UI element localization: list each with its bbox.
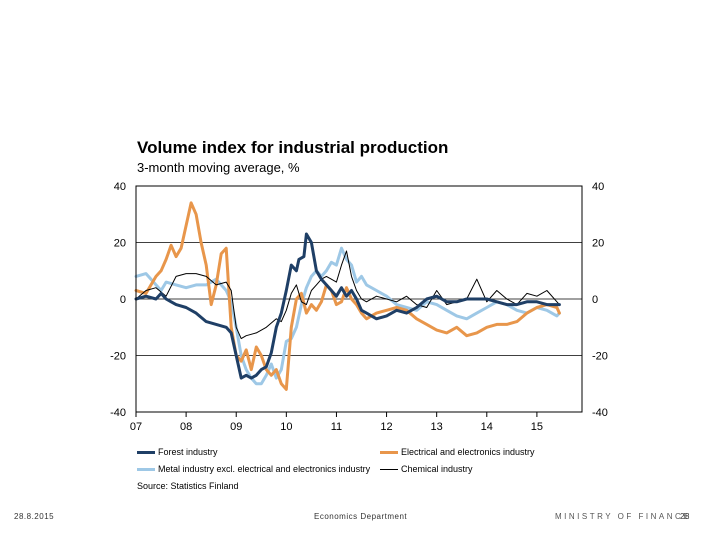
x-tick-label: 15 <box>531 421 543 433</box>
series-line-chemical-industry <box>135 250 560 340</box>
grid-layer <box>136 242 582 356</box>
legend-label-chemical: Chemical industry <box>401 464 473 474</box>
legend-swatch-electrical <box>380 450 398 454</box>
series-line-electrical-and-electronics-industry <box>134 201 561 391</box>
legend-label-metal: Metal industry excl. electrical and elec… <box>158 464 371 474</box>
plot-frame <box>135 185 583 413</box>
axis-layer: 40 40 20 20 0 0 -20 -20 -40 -40 07 08 09 10 11 12 13 14 15 <box>110 181 608 433</box>
legend-label-forest: Forest industry <box>158 447 218 457</box>
y-tick-label-left: -40 <box>110 407 126 419</box>
footer-department: Economics Department <box>314 512 408 521</box>
x-tick-label: 11 <box>331 421 342 433</box>
legend-item-electrical: Electrical and electronics industry <box>380 447 535 457</box>
series-line-forest-industry <box>134 232 561 380</box>
y-tick-label-left: 0 <box>120 294 126 306</box>
footer-ministry: MINISTRY OF FINANCE <box>555 512 692 521</box>
legend-swatch-forest <box>137 450 155 454</box>
footer-date: 28.8.2015 <box>14 512 55 521</box>
x-tick-label: 14 <box>481 421 493 433</box>
y-tick-label-right: 0 <box>592 294 598 306</box>
legend-label-electrical: Electrical and electronics industry <box>401 447 535 457</box>
legend-swatch-chemical <box>380 468 398 470</box>
y-tick-label-right: 40 <box>592 181 604 193</box>
y-tick-label-right: 20 <box>592 238 604 250</box>
series-layer <box>134 201 561 391</box>
legend-item-chemical: Chemical industry <box>380 464 473 474</box>
footer-page-number: 28 <box>680 512 690 521</box>
y-tick-label-left: -20 <box>110 351 126 363</box>
chart-source: Source: Statistics Finland <box>137 481 239 491</box>
x-tick-label: 09 <box>230 421 242 433</box>
y-tick-label-left: 20 <box>114 238 126 250</box>
legend-item-metal: Metal industry excl. electrical and elec… <box>137 464 370 474</box>
x-tick-label: 10 <box>280 421 292 433</box>
x-tick-label: 07 <box>130 421 142 433</box>
x-tick-label: 13 <box>431 421 443 433</box>
x-tick-label: 08 <box>180 421 192 433</box>
legend-swatch-metal <box>137 467 155 471</box>
y-tick-label-left: 40 <box>114 181 126 193</box>
legend-item-forest: Forest industry <box>137 447 218 457</box>
chart-subtitle: 3-month moving average, % <box>137 160 300 175</box>
y-tick-label-right: -40 <box>592 407 608 419</box>
x-tick-label: 12 <box>380 421 392 433</box>
chart-title: Volume index for industrial production <box>137 138 449 157</box>
y-tick-label-right: -20 <box>592 351 608 363</box>
